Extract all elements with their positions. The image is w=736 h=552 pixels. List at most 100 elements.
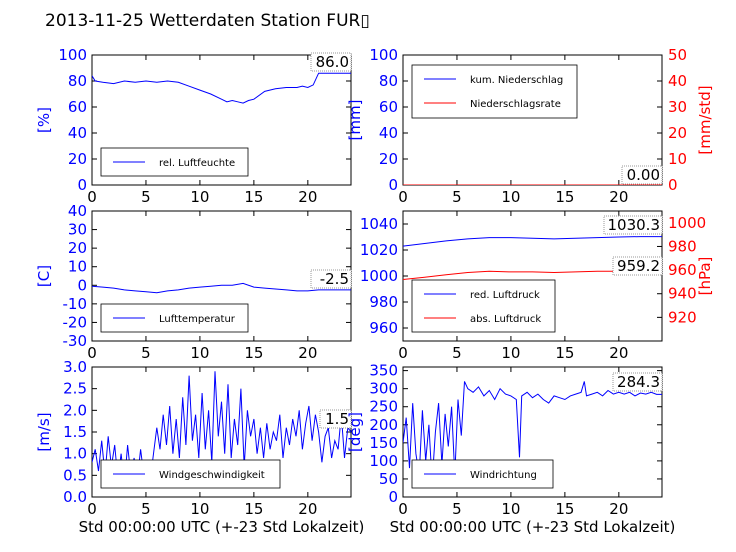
x-tick-label: 0 <box>87 188 97 206</box>
y-tick-label: 980 <box>369 293 398 311</box>
y2-tick-label: 20 <box>668 124 687 142</box>
x-tick-label: 15 <box>555 344 574 362</box>
precip-panel: 0 5 10 15 20 0 20 40 60 80 100 0 10 20 30 40 50 [mm] [mm/s… <box>346 46 714 206</box>
x-tick-label: 10 <box>501 500 520 518</box>
y-tick-label: 3.0 <box>63 358 87 376</box>
legend-label: rel. Luftfeuchte <box>159 158 235 169</box>
y-tick-label: 40 <box>68 202 87 220</box>
series-line-rel--luftfeuchte <box>92 72 351 104</box>
y-tick-label: 100 <box>58 46 87 64</box>
y-tick-label: 100 <box>369 46 398 64</box>
y-tick-label: 200 <box>369 416 398 434</box>
x-tick-label: 0 <box>398 500 408 518</box>
y-tick-label: 60 <box>379 98 398 116</box>
legend-label: kum. Niederschlag <box>470 75 563 86</box>
y-tick-label: 20 <box>68 239 87 257</box>
y-tick-label: -30 <box>63 332 88 350</box>
y-tick-label: 30 <box>68 221 87 239</box>
y2-tick-label: 10 <box>668 150 687 168</box>
y-tick-label: 0.0 <box>63 488 87 506</box>
y-tick-label: 2.0 <box>63 401 87 419</box>
legend-label: red. Luftdruck <box>470 290 540 301</box>
last-value-box <box>319 409 352 429</box>
y2-tick-label: 1000 <box>668 214 706 232</box>
x-tick-label: 10 <box>190 500 209 518</box>
y-tick-label: -20 <box>63 313 88 331</box>
y-axis-label: [m/s] <box>35 412 53 451</box>
x-tick-label: 5 <box>452 188 462 206</box>
last-value-label: 1.5 <box>325 410 349 428</box>
y-tick-label: 100 <box>369 452 398 470</box>
y-tick-label: 2.5 <box>63 380 87 398</box>
x-tick-label: 5 <box>452 344 462 362</box>
x-tick-label: 15 <box>555 188 574 206</box>
y-tick-label: 80 <box>68 72 87 90</box>
pressure-panel: 0 5 10 15 20 960 980 1000 1020 1040 920 940 960 980 10… <box>360 210 714 362</box>
last-value-box <box>310 52 352 72</box>
x-tick-label: 15 <box>555 500 574 518</box>
y-tick-label: 40 <box>379 124 398 142</box>
y-tick-label: 50 <box>379 470 398 488</box>
y-tick-label: 350 <box>369 362 398 380</box>
windspeed-panel: 0 5 10 15 20 0.0 0.5 1.0 1.5 2.0 2.5 3.0 [m/s] Std 00… <box>35 358 364 536</box>
x-tick-label: 0 <box>87 344 97 362</box>
y-tick-label: 80 <box>379 72 398 90</box>
last-value-label: 0.00 <box>627 166 660 184</box>
y-axis-label: [mm] <box>346 100 364 141</box>
figure-title: 2013-11-25 Wetterdaten Station FUR▯ <box>45 11 370 31</box>
x-axis-label: Std 00:00:00 UTC (+-23 Std Lokalzeit) <box>390 518 676 536</box>
y2-tick-label: 940 <box>668 285 697 303</box>
last-value-box <box>612 256 663 276</box>
y-tick-label: 40 <box>68 124 87 142</box>
last-value-box <box>621 165 663 185</box>
y-tick-label: 20 <box>379 150 398 168</box>
legend-label: Lufttemperatur <box>159 314 236 325</box>
x-tick-label: 20 <box>609 188 628 206</box>
y2-axis-label: [mm/std] <box>696 85 714 154</box>
x-tick-label: 0 <box>87 500 97 518</box>
last-value-box <box>310 269 352 289</box>
y-axis-label: [C] <box>35 265 53 287</box>
y-tick-label: 1.5 <box>63 423 87 441</box>
last-value-label: 284.3 <box>617 373 660 391</box>
y-tick-label: 250 <box>369 398 398 416</box>
legend-box <box>411 64 578 119</box>
last-value-label: 1030.3 <box>608 216 661 234</box>
y-tick-label: 150 <box>369 434 398 452</box>
y-tick-label: 0.5 <box>63 466 87 484</box>
x-tick-label: 20 <box>609 344 628 362</box>
y-tick-label: 1000 <box>360 267 398 285</box>
x-tick-label: 5 <box>141 344 151 362</box>
x-tick-label: 15 <box>244 188 263 206</box>
legend-box <box>411 279 556 333</box>
y2-tick-label: 960 <box>668 261 697 279</box>
y-tick-label: 0 <box>77 276 87 294</box>
x-tick-label: 10 <box>501 188 520 206</box>
legend-label: Niederschlagsrate <box>470 99 561 110</box>
y-tick-label: 1040 <box>360 215 398 233</box>
series-line-red--luftdruck <box>403 236 662 247</box>
legend-label: Windgeschwindigkeit <box>159 470 265 481</box>
x-tick-label: 20 <box>298 188 317 206</box>
x-tick-label: 20 <box>609 500 628 518</box>
axes-frame <box>402 366 663 498</box>
x-tick-label: 20 <box>298 500 317 518</box>
x-tick-label: 5 <box>452 500 462 518</box>
y-tick-label: 1.0 <box>63 445 87 463</box>
legend-label: abs. Luftdruck <box>470 314 541 325</box>
y2-tick-label: 40 <box>668 72 687 90</box>
axes-frame <box>91 54 352 186</box>
x-tick-label: 10 <box>190 344 209 362</box>
last-value-label: 959.2 <box>617 257 660 275</box>
y2-axis-label: [hPa] <box>696 257 714 296</box>
last-value-box <box>612 372 663 392</box>
y-tick-label: 960 <box>369 319 398 337</box>
legend-label: Windrichtung <box>470 470 537 481</box>
y2-tick-label: 980 <box>668 237 697 255</box>
y2-tick-label: 920 <box>668 308 697 326</box>
y-tick-label: 0 <box>388 176 398 194</box>
last-value-label: -2.5 <box>320 270 349 288</box>
